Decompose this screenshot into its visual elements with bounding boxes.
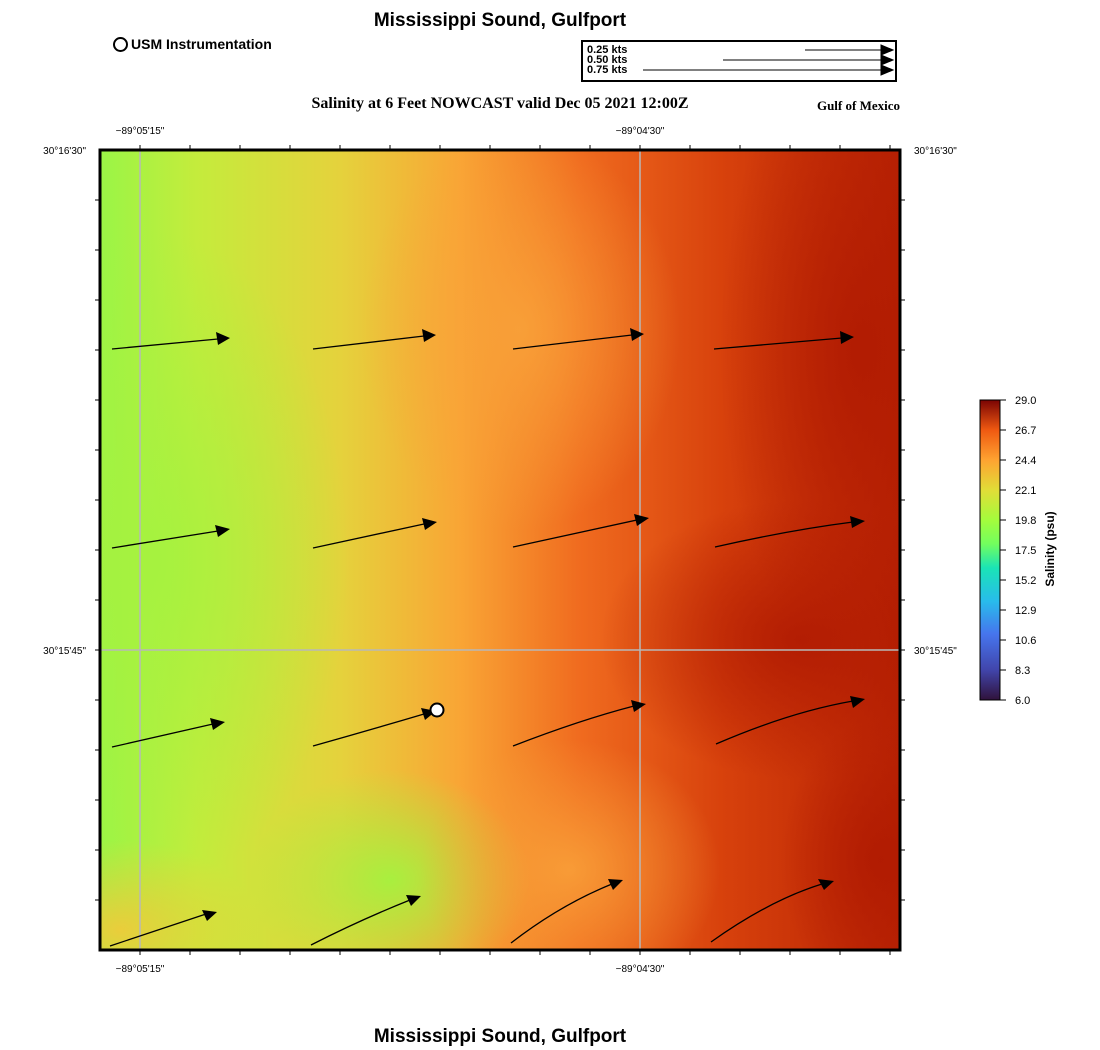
current-vector <box>111 338 219 350</box>
colorbar-tick-label: 19.8 <box>1015 515 1036 527</box>
current-vector <box>715 700 854 745</box>
lon-tick-label: −89°05'15" <box>116 964 165 975</box>
current-vector <box>312 523 425 549</box>
lat-tick-label: 30°15'45" <box>43 646 86 657</box>
arrowhead-icon <box>634 514 649 526</box>
vector-legend: 0.25 kts 0.50 kts 0.75 kts <box>581 40 897 82</box>
colorbar-tick-label: 12.9 <box>1015 605 1036 617</box>
colorbar-tick-label: 24.4 <box>1015 455 1036 467</box>
colorbar-tick-label: 26.7 <box>1015 425 1036 437</box>
frame-ticks <box>95 145 905 955</box>
usm-station-marker-icon[interactable] <box>429 702 445 718</box>
current-vectors <box>109 334 854 947</box>
arrowhead-icon <box>631 700 646 712</box>
current-vector <box>713 337 843 350</box>
lon-tick-label: −89°04'30" <box>616 126 665 137</box>
arrowhead-icon <box>818 879 834 890</box>
colorbar-tick-label: 8.3 <box>1015 665 1030 677</box>
colorbar-tick-label: 17.5 <box>1015 545 1036 557</box>
salinity-field <box>100 150 900 950</box>
lon-tick-label: −89°05'15" <box>116 126 165 137</box>
region-label: Gulf of Mexico <box>816 98 900 113</box>
arrowhead-icon <box>840 331 854 344</box>
vector-legend-arrows <box>643 44 895 76</box>
current-vector <box>512 705 635 747</box>
arrowhead-icon <box>406 895 421 906</box>
current-vector <box>111 530 219 549</box>
station-marker-icon <box>113 36 128 52</box>
map-footer-title: Mississippi Sound, Gulfport <box>373 1026 627 1047</box>
current-vector <box>111 723 214 748</box>
colorbar-tick-label: 15.2 <box>1015 575 1036 587</box>
arrowhead-icon <box>630 328 644 341</box>
lat-tick-label: 30°15'45" <box>914 646 957 657</box>
lat-tick-label: 30°16'30" <box>43 146 86 157</box>
current-vector <box>714 521 854 548</box>
current-vector <box>512 334 633 350</box>
current-vector <box>710 883 823 943</box>
vector-legend-label: 0.75 kts <box>587 64 628 76</box>
arrowhead-icon <box>422 518 437 530</box>
arrowhead-icon <box>850 696 865 708</box>
lon-tick-label: −89°04'30" <box>616 964 665 975</box>
colorbar-scale <box>979 399 1001 701</box>
map-title: Salinity at 6 Feet NOWCAST valid Dec 05 … <box>311 95 689 112</box>
colorbar-tick-label: 10.6 <box>1015 635 1036 647</box>
colorbar-tick-label: 6.0 <box>1015 695 1030 707</box>
graticule <box>100 150 900 950</box>
arrowhead-icon <box>210 718 225 730</box>
current-vector-heads <box>202 328 865 921</box>
arrowhead-icon <box>850 516 865 528</box>
legend-arrowhead-icon <box>880 54 895 66</box>
lat-tick-label: 30°16'30" <box>914 146 957 157</box>
arrowhead-icon <box>422 329 436 342</box>
current-vector <box>312 713 425 747</box>
current-vector <box>510 883 613 944</box>
arrowhead-icon <box>216 332 230 345</box>
current-vector <box>109 913 207 947</box>
current-vector <box>310 899 411 946</box>
station-legend-label: USM Instrumentation <box>131 36 272 52</box>
vector-legend-label: 0.25 kts <box>587 44 628 56</box>
current-vector <box>512 519 638 548</box>
legend-arrowhead-icon <box>880 44 895 56</box>
current-vector <box>312 335 425 350</box>
arrowhead-icon <box>215 525 230 537</box>
legend-arrowhead-icon <box>880 64 895 76</box>
axis-labels: −89°05'15" −89°04'30" −89°05'15" −89°04'… <box>43 126 957 975</box>
arrowhead-icon <box>608 879 623 890</box>
arrowhead-icon <box>202 910 217 921</box>
colorbar-title: Salinity (psu) <box>1043 511 1057 587</box>
colorbar-tick-label: 22.1 <box>1015 485 1036 497</box>
colorbar: 29.0 26.7 24.4 22.1 19.8 17.5 15.2 12.9 10.6 8.3 6… <box>979 395 1036 707</box>
map-header-title: Mississippi Sound, Gulfport <box>373 10 627 31</box>
colorbar-tick-label: 29.0 <box>1015 395 1036 407</box>
station-legend: USM Instrumentation <box>113 36 272 52</box>
vector-legend-label: 0.50 kts <box>587 54 628 66</box>
